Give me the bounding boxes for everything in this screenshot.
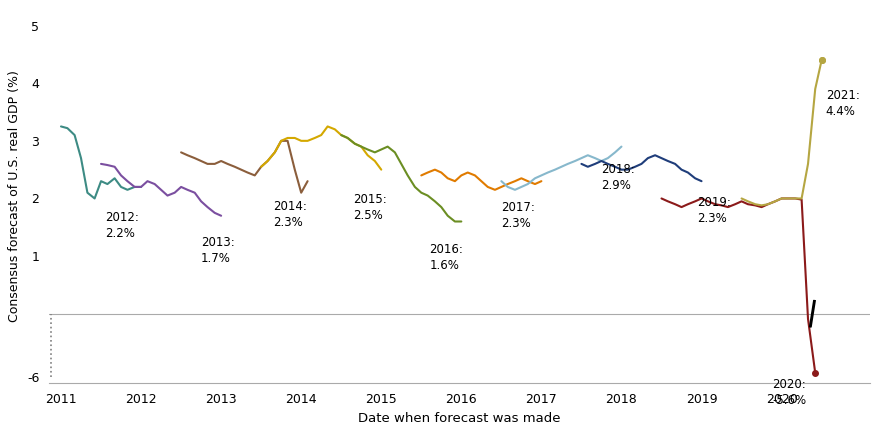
Text: 2013:
1.7%: 2013: 1.7% <box>201 236 234 265</box>
Text: 2015:
2.5%: 2015: 2.5% <box>353 193 387 222</box>
Text: 2016:
1.6%: 2016: 1.6% <box>429 243 463 272</box>
Y-axis label: Consensus forecast of U.S. real GDP (%): Consensus forecast of U.S. real GDP (%) <box>8 70 21 322</box>
Text: 2019:
2.3%: 2019: 2.3% <box>696 196 731 225</box>
Text: 2014:
2.3%: 2014: 2.3% <box>273 200 307 229</box>
Text: 2012:
2.2%: 2012: 2.2% <box>105 211 139 240</box>
Text: 2021:
4.4%: 2021: 4.4% <box>824 89 859 118</box>
Text: 2017:
2.3%: 2017: 2.3% <box>501 201 535 230</box>
X-axis label: Date when forecast was made: Date when forecast was made <box>358 412 560 425</box>
Text: 2018:
2.9%: 2018: 2.9% <box>601 163 634 192</box>
Text: 2020:
-5.6%: 2020: -5.6% <box>771 378 805 407</box>
